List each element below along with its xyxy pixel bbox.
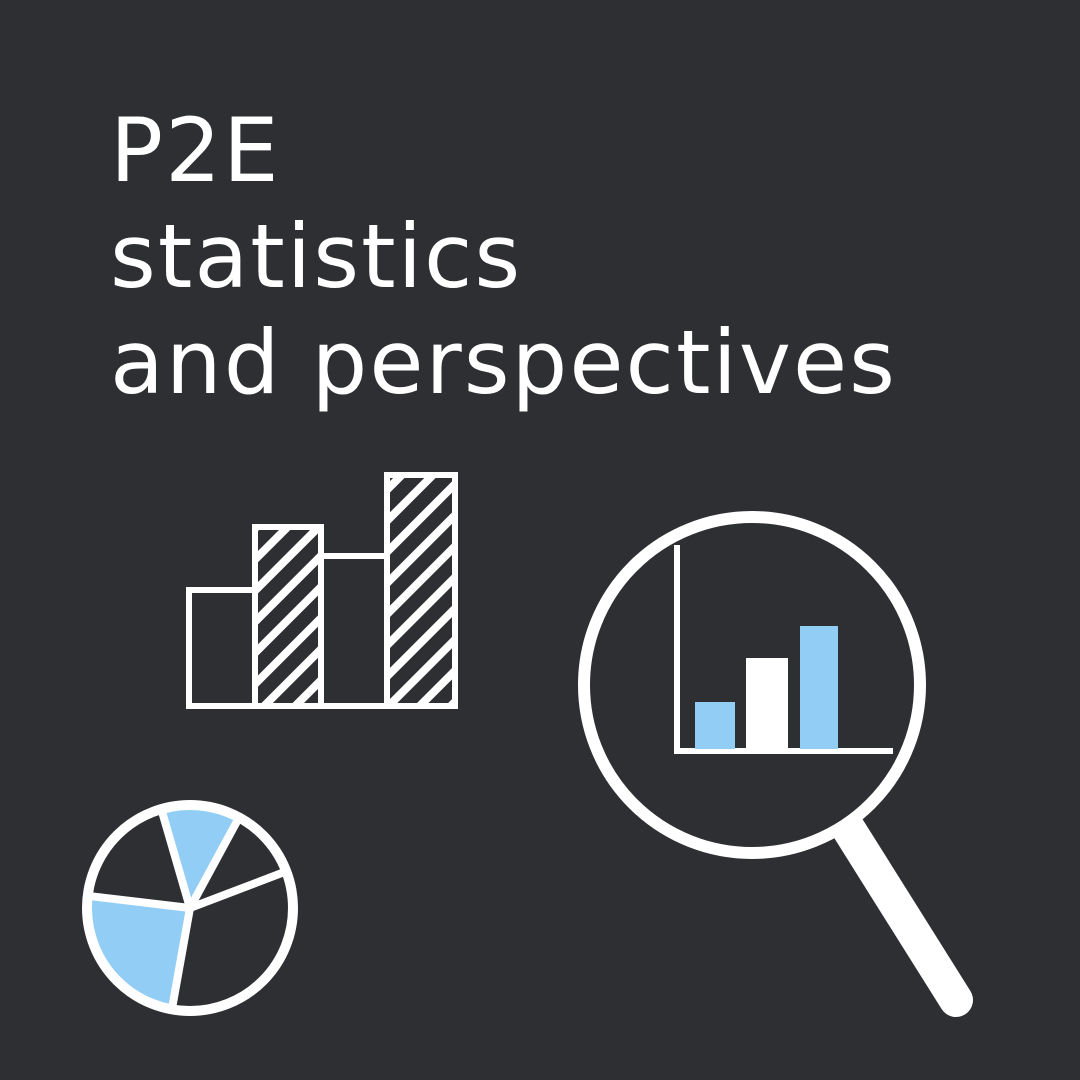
title-line-3: and perspectives <box>110 311 897 414</box>
pie-divider-2 <box>167 907 194 1011</box>
pie-chart-icon <box>82 800 298 1016</box>
hatched-bar-chart-icon <box>186 472 458 709</box>
chart-bar-3 <box>800 626 838 749</box>
bar-4-fill <box>387 475 455 706</box>
bar-4 <box>384 472 458 709</box>
pie-outline <box>82 800 298 1016</box>
pie-slice-blue-left <box>86 895 190 1010</box>
bar-2-fill <box>255 527 321 706</box>
pie-slice-blue-top <box>161 804 240 908</box>
pie-divider-3 <box>157 807 194 910</box>
bar-1 <box>186 587 258 709</box>
chart-bar-1 <box>695 702 735 749</box>
title-line-1: P2E <box>110 99 281 202</box>
pie-divider-4 <box>186 814 243 910</box>
pie-divider-1 <box>86 891 191 912</box>
chart-bar-2 <box>746 658 788 749</box>
title-line-2: statistics <box>110 205 523 308</box>
title-block: P2E statistics and perspectives <box>110 98 1010 416</box>
magnifying-glass-chart-icon <box>578 511 973 1017</box>
bar-3 <box>318 553 390 709</box>
pie-divider-5 <box>188 868 285 912</box>
magnifier-handle <box>831 811 973 1017</box>
